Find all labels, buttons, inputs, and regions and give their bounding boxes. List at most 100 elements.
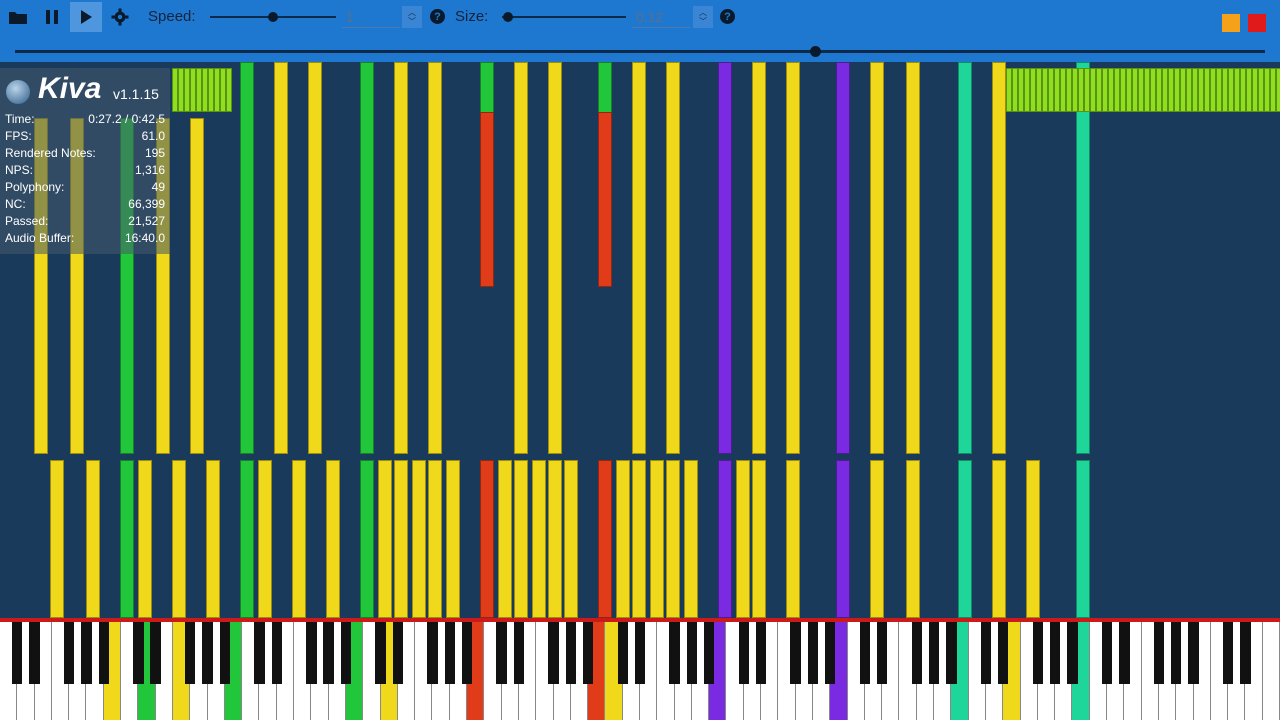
piano-black-key [1153, 622, 1165, 684]
note-bar [1026, 460, 1040, 618]
chevron-up-icon[interactable]: ︿ [408, 8, 416, 17]
speed-stepper[interactable]: ︿ ﹀ [402, 6, 422, 28]
note-bar [120, 460, 134, 618]
size-input[interactable] [632, 6, 690, 28]
seek-bar-thumb[interactable] [810, 46, 821, 57]
note-bar [1198, 68, 1204, 112]
note-bar [1114, 68, 1120, 112]
note-bar [1066, 68, 1072, 112]
minimize-button[interactable] [1222, 14, 1240, 32]
piano-black-key [306, 622, 317, 684]
size-slider-track[interactable] [502, 16, 626, 18]
note-bar [394, 62, 408, 454]
note-bar [226, 68, 232, 112]
note-bar [1162, 68, 1168, 112]
piano-black-key [755, 622, 767, 684]
stat-row-audio-buffer: Audio Buffer: 16:40.0 [5, 231, 165, 247]
note-bar [202, 68, 208, 112]
seek-bar[interactable] [15, 50, 1265, 53]
note-bar [906, 460, 920, 618]
size-stepper[interactable]: ︿ ﹀ [693, 6, 713, 28]
piano-black-key [513, 622, 525, 684]
piano-black-key [254, 622, 265, 684]
piano-black-key [496, 622, 507, 684]
note-bar [1006, 68, 1012, 112]
piano-black-key [1222, 622, 1234, 684]
note-bar [532, 460, 546, 618]
note-bar [906, 62, 920, 454]
piano-black-key [998, 622, 1009, 684]
note-bar [548, 62, 562, 454]
gear-icon[interactable] [104, 2, 136, 32]
stat-row-fps: FPS: 61.0 [5, 129, 165, 145]
note-bar [412, 460, 426, 618]
note-bar [1210, 68, 1216, 112]
stat-value: 66,399 [128, 197, 165, 211]
note-bar [86, 460, 100, 618]
note-bar [992, 62, 1006, 454]
speed-input[interactable] [342, 6, 400, 28]
note-bar [958, 460, 972, 618]
note-bar [1078, 68, 1084, 112]
note-bar [1186, 68, 1192, 112]
note-bar [1138, 68, 1144, 112]
piano-black-key [340, 622, 352, 684]
size-help-icon[interactable]: ? [720, 9, 735, 24]
note-bar [360, 62, 374, 454]
note-bar [292, 460, 306, 618]
piano-black-key [807, 622, 819, 684]
note-bar [616, 460, 630, 618]
pause-icon[interactable] [36, 2, 68, 32]
note-bar [1096, 68, 1102, 112]
note-bar [836, 460, 850, 618]
note-bar [1108, 68, 1114, 112]
chevron-down-icon[interactable]: ﹀ [699, 17, 707, 26]
size-slider-thumb[interactable] [503, 12, 514, 22]
note-bar [1024, 68, 1030, 112]
chevron-up-icon[interactable]: ︿ [699, 8, 707, 17]
speed-slider-thumb[interactable] [268, 12, 278, 22]
note-bar [1076, 460, 1090, 618]
piano-black-key [150, 622, 161, 684]
stat-value: 16:40.0 [124, 231, 165, 245]
note-bar [666, 62, 680, 454]
note-bar [1102, 68, 1108, 112]
note-bar [1240, 68, 1246, 112]
note-bar [1072, 68, 1078, 112]
note-bar [684, 460, 698, 618]
piano-black-key [461, 622, 473, 684]
note-bar [1180, 68, 1186, 112]
note-bar [178, 68, 184, 112]
note-bar [1090, 68, 1096, 112]
note-bar [1156, 68, 1162, 112]
stat-row-time: Time: 0:27.2 / 0:42.5 [5, 112, 165, 128]
note-bar [446, 460, 460, 618]
speed-help-icon[interactable]: ? [430, 9, 445, 24]
note-bar [498, 460, 512, 618]
note-bar [394, 460, 408, 618]
note-bar [220, 68, 226, 112]
open-folder-icon[interactable] [2, 2, 34, 32]
stat-label: Audio Buffer: [5, 231, 75, 245]
note-bar [480, 460, 494, 618]
note-bar [196, 68, 202, 112]
piano-black-key [565, 622, 576, 684]
note-bar [1276, 68, 1280, 112]
note-bar [1084, 68, 1090, 112]
stat-value: 61.0 [141, 129, 165, 143]
note-bar [172, 460, 186, 618]
note-bar [1246, 68, 1252, 112]
piano-black-key [582, 622, 594, 684]
piano-black-key [392, 622, 404, 684]
note-bar [1144, 68, 1150, 112]
play-icon[interactable] [70, 2, 102, 32]
piano-black-key [617, 622, 628, 684]
piano-black-key [634, 622, 646, 684]
piano-keyboard [0, 622, 1280, 720]
close-button[interactable] [1248, 14, 1266, 32]
note-bar [1168, 68, 1174, 112]
piano-black-key [219, 622, 231, 684]
piano-black-key [980, 622, 992, 684]
chevron-down-icon[interactable]: ﹀ [408, 17, 416, 26]
note-bar [1042, 68, 1048, 112]
